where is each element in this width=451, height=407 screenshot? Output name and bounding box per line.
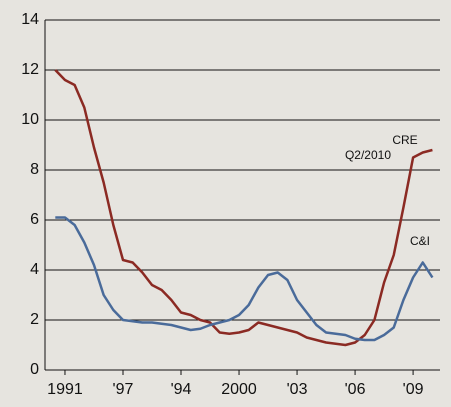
x-tick-label: 1991 bbox=[47, 381, 83, 398]
x-tick-label: '97 bbox=[113, 381, 134, 398]
line-series bbox=[54, 69, 433, 347]
x-tick-label: '09 bbox=[403, 381, 424, 398]
series-label: C&I bbox=[410, 234, 430, 248]
x-tick-label: 2000 bbox=[221, 381, 257, 398]
x-tick-label: '94 bbox=[171, 381, 192, 398]
y-tick-label: 10 bbox=[21, 111, 39, 128]
y-tick-label: 12 bbox=[21, 61, 39, 78]
x-tick-label: '03 bbox=[287, 381, 308, 398]
x-tick-label: '06 bbox=[345, 381, 366, 398]
y-tick-label: 6 bbox=[30, 211, 39, 228]
line-series bbox=[55, 216, 434, 342]
y-tick-label: 8 bbox=[30, 161, 39, 178]
annotation: Q2/2010 bbox=[345, 148, 391, 162]
y-tick-label: 14 bbox=[21, 11, 39, 28]
y-tick-label: 2 bbox=[30, 311, 39, 328]
series-label: CRE bbox=[392, 133, 417, 147]
y-tick-label: 4 bbox=[30, 261, 39, 278]
y-tick-label: 0 bbox=[30, 361, 39, 378]
